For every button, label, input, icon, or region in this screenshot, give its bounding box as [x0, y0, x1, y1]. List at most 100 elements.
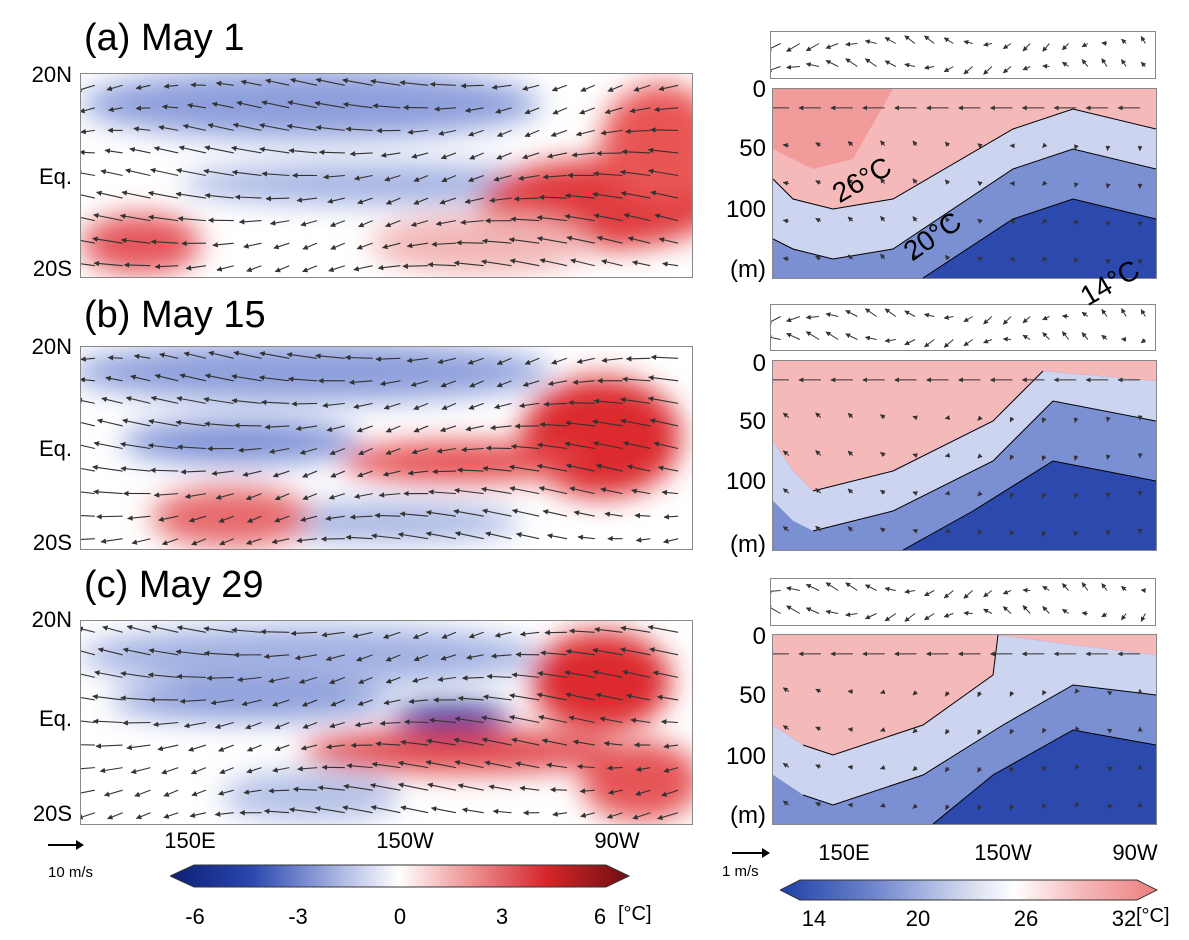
vector-arrow [912, 140, 918, 147]
vector-arrow [1042, 606, 1050, 614]
lat-label-eq: Eq. [38, 706, 72, 731]
vector-arrow [1009, 728, 1015, 735]
vector-arrow [147, 672, 179, 678]
vector-arrow [232, 122, 262, 131]
vector-arrow [234, 194, 262, 200]
vector-arrow [179, 698, 207, 705]
vector-arrow [522, 152, 540, 160]
vector-arrow [771, 316, 781, 325]
temperature-section-c [772, 634, 1157, 825]
vector-arrow [122, 647, 151, 656]
vector-arrow [782, 450, 790, 456]
vector-arrow [657, 465, 679, 472]
vector-arrow [1081, 582, 1089, 591]
vector-arrow [491, 84, 512, 90]
vector-arrow [944, 691, 950, 697]
vector-arrow [864, 613, 877, 620]
vector-arrow [397, 782, 429, 791]
vector-arrow [1061, 43, 1069, 51]
vector-arrow [370, 805, 401, 814]
vector-arrow [126, 624, 151, 633]
vector-arrow [245, 721, 262, 730]
vector-arrow [1074, 182, 1079, 188]
vector-arrow [204, 373, 234, 382]
vector-arrow [237, 676, 262, 683]
sst-tick--6: -6 [185, 904, 205, 929]
vector-arrow [815, 255, 822, 261]
vector-arrow [1101, 309, 1108, 317]
vector-arrow [1121, 59, 1127, 67]
vector-arrow [134, 789, 151, 797]
map-a-field [81, 74, 692, 274]
vector-arrow [565, 463, 595, 472]
vector-arrow [354, 493, 373, 499]
vector-arrow [81, 263, 95, 267]
vector-arrow [81, 514, 95, 517]
vector-arrow [1002, 589, 1012, 595]
vector-arrow [1121, 613, 1127, 621]
vector-arrow [175, 168, 207, 177]
depth-label-50: 50 [739, 408, 766, 435]
vector-arrow [231, 169, 262, 177]
vector-arrow [369, 782, 401, 791]
vector-arrow [845, 612, 858, 618]
vector-arrow [546, 533, 568, 540]
vector-arrow [625, 693, 651, 701]
vector-arrow [924, 590, 935, 597]
vector-arrow [178, 145, 207, 154]
vector-arrow [880, 527, 886, 533]
vector-arrow [101, 396, 123, 404]
vector-arrow [847, 178, 854, 185]
vector-arrow [805, 331, 820, 340]
vector-arrow [94, 670, 123, 678]
vector-arrow [782, 218, 790, 224]
vector-arrow [580, 84, 596, 92]
vector-arrow [943, 339, 954, 348]
vector-arrow [1140, 588, 1146, 594]
vector-arrow [261, 100, 290, 109]
temp-tick-20: 20 [905, 906, 931, 931]
vector-arrow [1121, 585, 1127, 592]
vector-arrow [1101, 40, 1108, 46]
vector-arrow [245, 538, 262, 545]
vector-arrow [92, 694, 123, 701]
vector-arrow [977, 804, 983, 811]
vector-arrow [240, 79, 262, 86]
vector-arrow [825, 59, 839, 67]
vector-arrow [786, 605, 801, 614]
vector-arrow [924, 35, 935, 44]
vector-arrow [215, 493, 234, 500]
vector-arrow [461, 807, 484, 814]
vector-arrow [317, 785, 345, 791]
vector-arrow [782, 687, 790, 693]
vector-arrow [188, 744, 207, 752]
vector-arrow [635, 537, 651, 543]
vector-arrow [633, 84, 651, 92]
vector-arrow [241, 699, 262, 707]
current-strip-a-arrows [771, 35, 1147, 75]
vector-arrow [1074, 726, 1080, 732]
vector-arrow [904, 589, 916, 594]
vector-arrow [1061, 313, 1069, 319]
vector-arrow [188, 515, 207, 523]
vector-arrow [385, 197, 401, 205]
vector-arrow [290, 630, 318, 637]
section-b-field [773, 361, 1156, 550]
vector-arrow [496, 152, 512, 160]
vector-arrow [904, 613, 916, 622]
vector-arrow [977, 767, 983, 773]
vector-arrow [496, 357, 512, 365]
vector-arrow [468, 402, 484, 410]
vector-arrow [153, 145, 179, 154]
vector-arrow [482, 465, 512, 472]
vector-arrow [543, 401, 568, 407]
vector-arrow [592, 419, 623, 427]
vector-arrow [805, 43, 820, 52]
vector-arrow [551, 357, 568, 365]
vector-arrow [407, 470, 429, 476]
vector-arrow [1042, 63, 1050, 69]
vector-arrow [492, 808, 512, 815]
vector-arrow [464, 107, 484, 113]
vector-arrow [441, 174, 457, 183]
section-c-field [773, 635, 1156, 824]
